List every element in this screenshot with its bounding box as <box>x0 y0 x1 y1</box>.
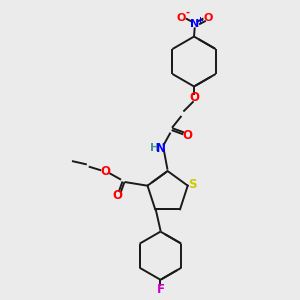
Text: O: O <box>189 91 199 104</box>
Text: O: O <box>182 129 192 142</box>
Text: N: N <box>190 19 199 29</box>
Text: O: O <box>100 165 110 178</box>
Text: F: F <box>157 283 164 296</box>
Text: -: - <box>185 8 189 17</box>
Text: O: O <box>112 189 122 203</box>
Text: O: O <box>203 13 212 23</box>
Text: S: S <box>188 178 197 191</box>
Text: H: H <box>150 143 159 153</box>
Text: O: O <box>177 13 186 23</box>
Text: N: N <box>156 142 166 154</box>
Text: +: + <box>196 16 203 25</box>
